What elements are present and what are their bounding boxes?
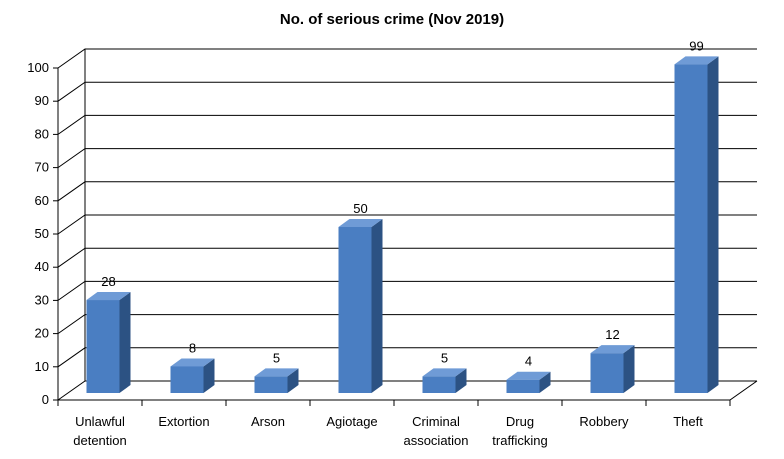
- x-tick-label: Agiotage: [326, 414, 377, 429]
- bar-front: [254, 376, 288, 393]
- gridline: [57, 247, 757, 268]
- gridline: [57, 380, 757, 401]
- x-tick-label: Drug: [506, 414, 534, 429]
- bar-side: [203, 358, 215, 393]
- y-tick-label: 100: [27, 60, 49, 75]
- data-label: 5: [441, 350, 448, 365]
- gridline: [57, 181, 757, 202]
- bar: 5: [254, 350, 299, 393]
- y-axis: 0 10 20 30 40 50 60 70 80 90 100: [27, 60, 58, 407]
- bar-side: [371, 219, 383, 393]
- x-tick-label: trafficking: [492, 433, 547, 448]
- bar: 4: [506, 354, 551, 393]
- x-tick-label: Extortion: [158, 414, 209, 429]
- bar-front: [590, 353, 624, 393]
- bar-side: [623, 345, 635, 393]
- bar-side: [287, 368, 299, 393]
- bar-top: [170, 358, 215, 367]
- y-tick-label: 10: [35, 359, 49, 374]
- data-label: 12: [605, 327, 619, 342]
- gridline: [57, 114, 757, 135]
- bar-top: [86, 292, 131, 301]
- data-label: 5: [273, 350, 280, 365]
- bar-front: [338, 227, 372, 393]
- y-tick-label: 80: [35, 126, 49, 141]
- x-axis: Unlawful detention Extortion Arson Agiotage C…: [57, 400, 731, 448]
- data-label: 99: [689, 38, 703, 53]
- y-tick-label: 70: [35, 160, 49, 175]
- x-tick-label: Criminal: [412, 414, 460, 429]
- x-tick-label: Arson: [251, 414, 285, 429]
- x-tick-label: detention: [73, 433, 127, 448]
- bar-top: [590, 345, 635, 354]
- chart-title: No. of serious crime (Nov 2019): [280, 11, 504, 28]
- gridline: [57, 347, 757, 368]
- y-tick-label: 20: [35, 326, 49, 341]
- bar-top: [254, 368, 299, 377]
- bar-side: [455, 368, 467, 393]
- data-label: 28: [101, 274, 115, 289]
- bar: 99: [674, 38, 719, 393]
- bar-top: [338, 219, 383, 227]
- bar-side: [119, 292, 131, 393]
- y-tick-label: 90: [35, 93, 49, 108]
- data-label: 50: [353, 201, 367, 216]
- bar-top: [506, 371, 551, 380]
- bar-side: [539, 371, 551, 393]
- bar-top: [674, 56, 719, 65]
- gridline: [57, 81, 757, 102]
- gridline: [57, 148, 757, 169]
- floor-edge: [58, 380, 758, 401]
- bar-front: [86, 300, 120, 393]
- bar-front: [506, 379, 540, 393]
- y-tick-label: 60: [35, 193, 49, 208]
- bar: 5: [422, 350, 467, 393]
- bar: 12: [590, 327, 635, 393]
- chart-gridlines: [57, 48, 758, 401]
- gridline: [57, 214, 757, 235]
- y-tick-label: 40: [35, 259, 49, 274]
- y-tick-label: 0: [42, 392, 49, 407]
- x-tick-label: Theft: [673, 414, 703, 429]
- y-tick-label: 30: [35, 292, 49, 307]
- y-tick-label: 50: [35, 226, 49, 241]
- data-label: 4: [525, 354, 532, 369]
- x-tick-label: association: [403, 433, 468, 448]
- bar: 28: [86, 274, 131, 393]
- bar-front: [170, 366, 204, 393]
- bar-top: [422, 368, 467, 377]
- bar-front: [674, 64, 708, 393]
- bar-front: [422, 376, 456, 393]
- data-label: 8: [189, 340, 196, 355]
- bar: 8: [170, 340, 215, 393]
- x-tick-label: Robbery: [579, 414, 629, 429]
- chart-bars: 28 8 5 50 5 4 12 99: [86, 38, 719, 393]
- gridline: [57, 314, 757, 335]
- bar-side: [707, 56, 719, 393]
- bar: 50: [338, 201, 383, 393]
- gridline: [57, 48, 757, 69]
- x-tick-label: Unlawful: [75, 414, 125, 429]
- gridline: [57, 280, 757, 301]
